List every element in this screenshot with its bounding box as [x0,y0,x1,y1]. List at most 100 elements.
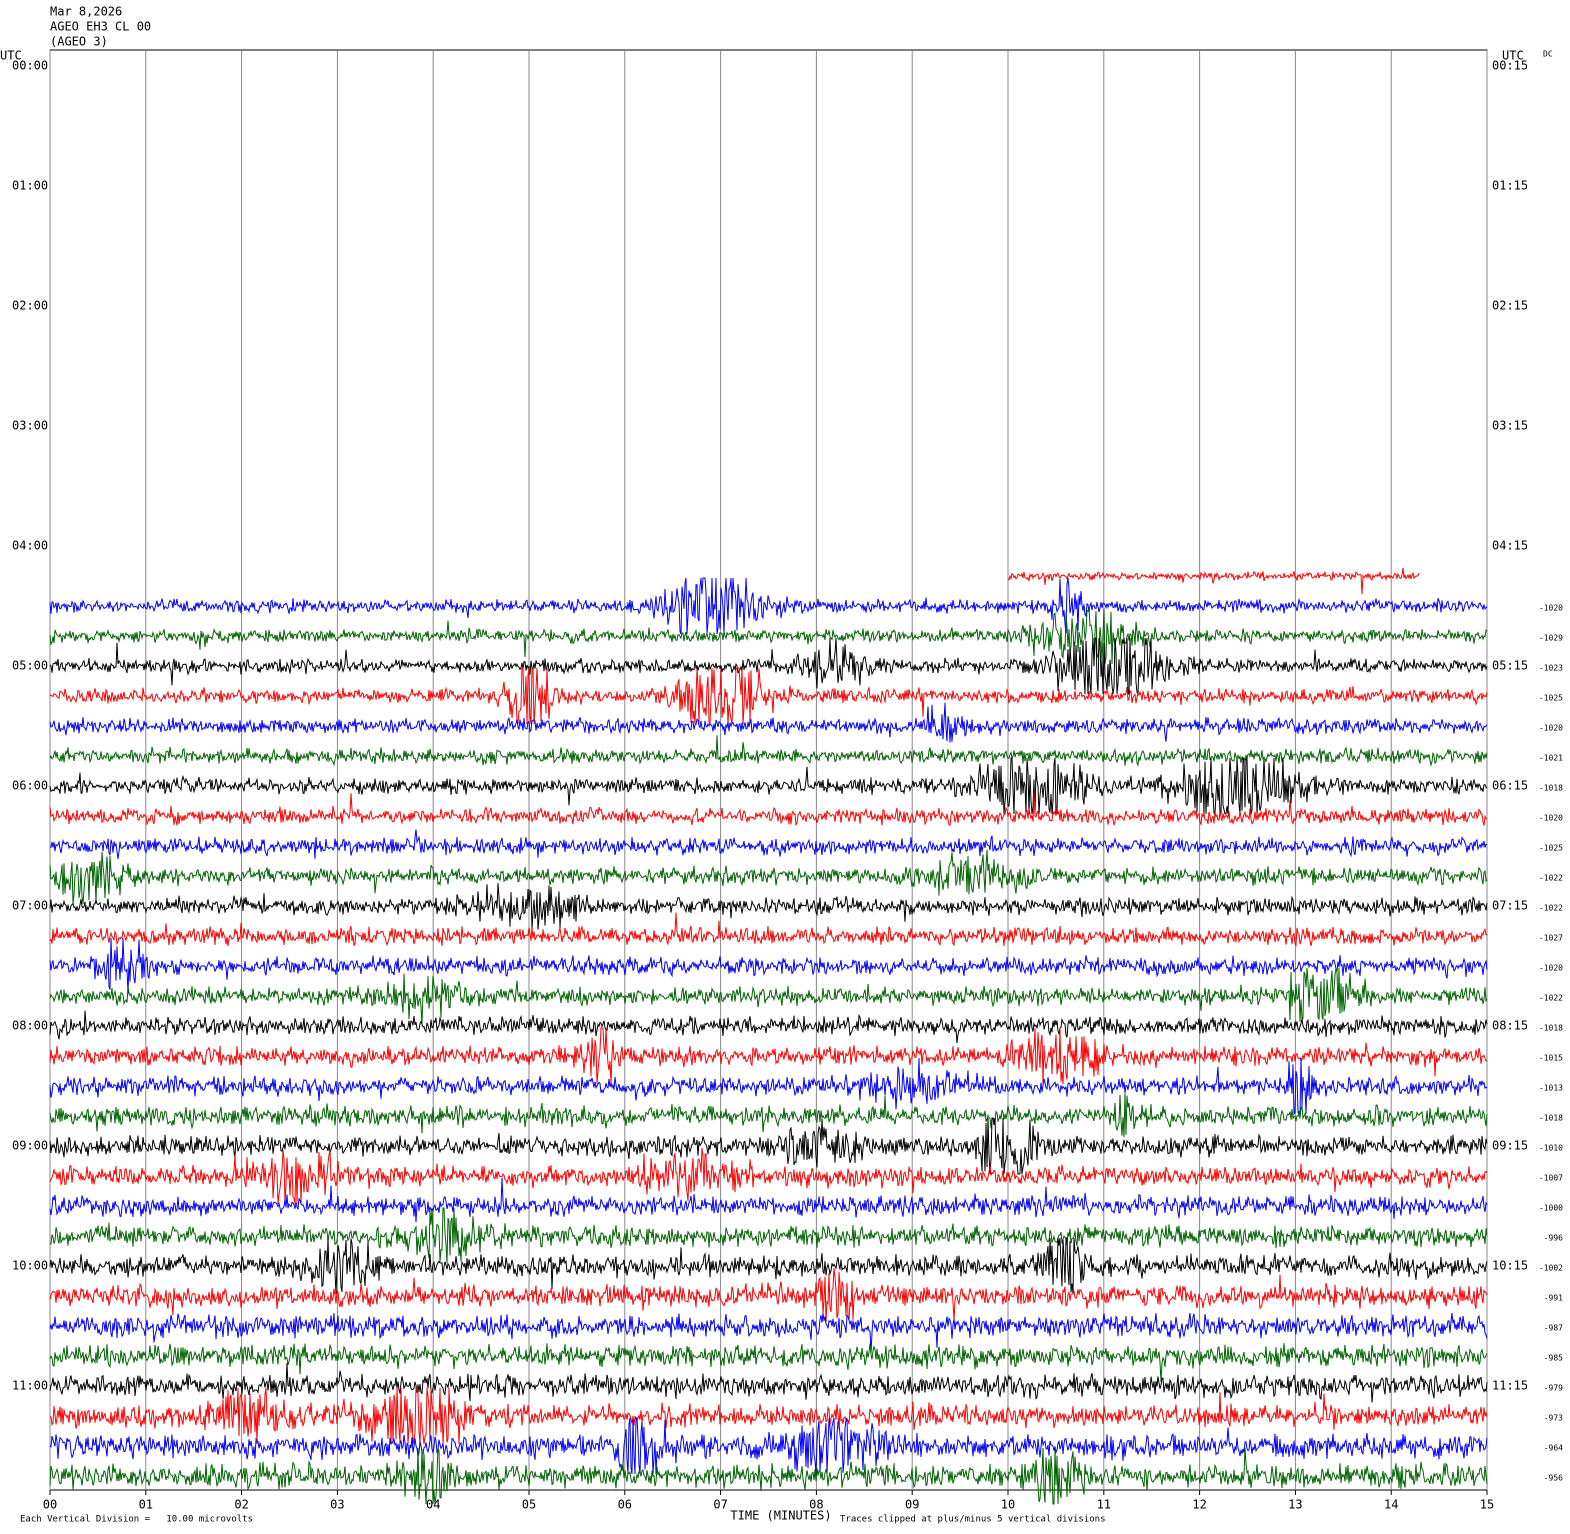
dc-offset: -1013 [1539,1084,1563,1093]
row-label-left: 08:00 [12,1019,48,1033]
dc-offset: -1023 [1539,664,1563,673]
trace [49,829,1488,860]
trace [49,1010,1488,1044]
x-tick-label: 08 [809,1498,823,1512]
trace [49,1237,1488,1295]
dc-offset: -1020 [1539,604,1563,613]
dc-offset: -1002 [1539,1264,1563,1273]
row-label-left: 05:00 [12,659,48,673]
x-tick-label: 01 [139,1498,153,1512]
dc-offset: -1020 [1539,814,1563,823]
trace [49,1417,1488,1475]
row-label-left: 00:00 [12,59,48,73]
dc-offset: -1027 [1539,934,1563,943]
left-axis-label: UTC [0,49,22,63]
header-line: (AGEO 3) [50,35,108,49]
row-label-right: 03:15 [1492,419,1528,433]
right-axis-label: UTC [1502,49,1524,63]
x-tick-label: 00 [43,1498,57,1512]
dc-offset: -1015 [1539,1054,1563,1063]
dc-offset: -979 [1544,1384,1563,1393]
trace [49,1117,1488,1175]
dc-offset: -956 [1544,1474,1563,1483]
trace [49,637,1488,696]
dc-offset: -1020 [1539,724,1563,733]
row-label-right: 11:15 [1492,1379,1528,1393]
dc-offset: -1022 [1539,904,1563,913]
row-label-left: 02:00 [12,299,48,313]
row-label-left: 01:00 [12,179,48,193]
trace [49,577,1488,635]
dc-offset: -1010 [1539,1144,1563,1153]
dc-offset: -996 [1544,1234,1563,1243]
trace [49,849,1488,905]
trace [49,967,1488,1025]
trace [49,883,1488,930]
row-label-right: 07:15 [1492,899,1528,913]
x-tick-label: 05 [522,1498,536,1512]
dc-offset: -1025 [1539,694,1563,703]
dc-offset: -964 [1544,1444,1563,1453]
trace [49,1267,1488,1323]
footer-left: Each Vertical Division = 10.00 microvolt… [20,1515,253,1525]
dc-offset: -1022 [1539,994,1563,1003]
footer-right: Traces clipped at plus/minus 5 vertical … [840,1515,1106,1525]
trace [49,1147,1488,1205]
row-label-right: 02:15 [1492,299,1528,313]
row-label-left: 10:00 [12,1259,48,1273]
trace [1007,567,1420,595]
x-tick-label: 13 [1288,1498,1302,1512]
dc-offset: -1022 [1539,874,1563,883]
row-label-left: 03:00 [12,419,48,433]
x-tick-label: 14 [1384,1498,1398,1512]
x-tick-label: 10 [1001,1498,1015,1512]
trace [49,1363,1488,1403]
dc-offset: -1021 [1539,754,1563,763]
trace [49,912,1488,948]
dc-offset: -1029 [1539,634,1563,643]
row-label-right: 01:15 [1492,179,1528,193]
trace [49,1207,1488,1264]
x-axis-label: TIME (MINUTES) [730,1509,831,1523]
row-label-left: 07:00 [12,899,48,913]
x-tick-label: 07 [713,1498,727,1512]
dc-label: DC [1543,50,1553,59]
trace [49,1057,1488,1116]
x-tick-label: 12 [1192,1498,1206,1512]
trace [49,702,1488,743]
x-tick-label: 09 [905,1498,919,1512]
row-label-right: 00:15 [1492,59,1528,73]
trace [49,1447,1488,1505]
trace [49,756,1488,815]
x-tick-label: 04 [426,1498,440,1512]
trace [49,735,1488,767]
x-tick-label: 15 [1480,1498,1494,1512]
trace [49,792,1488,827]
header-line: AGEO EH3 CL 00 [50,20,151,34]
x-tick-label: 02 [234,1498,248,1512]
dc-offset: -1018 [1539,1024,1563,1033]
trace [49,667,1488,725]
dc-offset: -1020 [1539,964,1563,973]
dc-offset: -1018 [1539,784,1563,793]
row-label-left: 09:00 [12,1139,48,1153]
row-label-right: 04:15 [1492,539,1528,553]
dc-offset: -1007 [1539,1174,1563,1183]
x-tick-label: 11 [1097,1498,1111,1512]
plot-frame [49,49,1488,1491]
row-label-right: 08:15 [1492,1019,1528,1033]
trace [49,1177,1488,1223]
dc-offset: -991 [1544,1294,1563,1303]
dc-offset: -1000 [1539,1204,1563,1213]
row-label-right: 05:15 [1492,659,1528,673]
row-label-right: 06:15 [1492,779,1528,793]
x-tick-label: 03 [330,1498,344,1512]
row-label-left: 06:00 [12,779,48,793]
dc-offset: -1018 [1539,1114,1563,1123]
dc-offset: -973 [1544,1414,1563,1423]
trace [49,1312,1488,1353]
trace [49,607,1488,665]
dc-offset: -987 [1544,1324,1563,1333]
